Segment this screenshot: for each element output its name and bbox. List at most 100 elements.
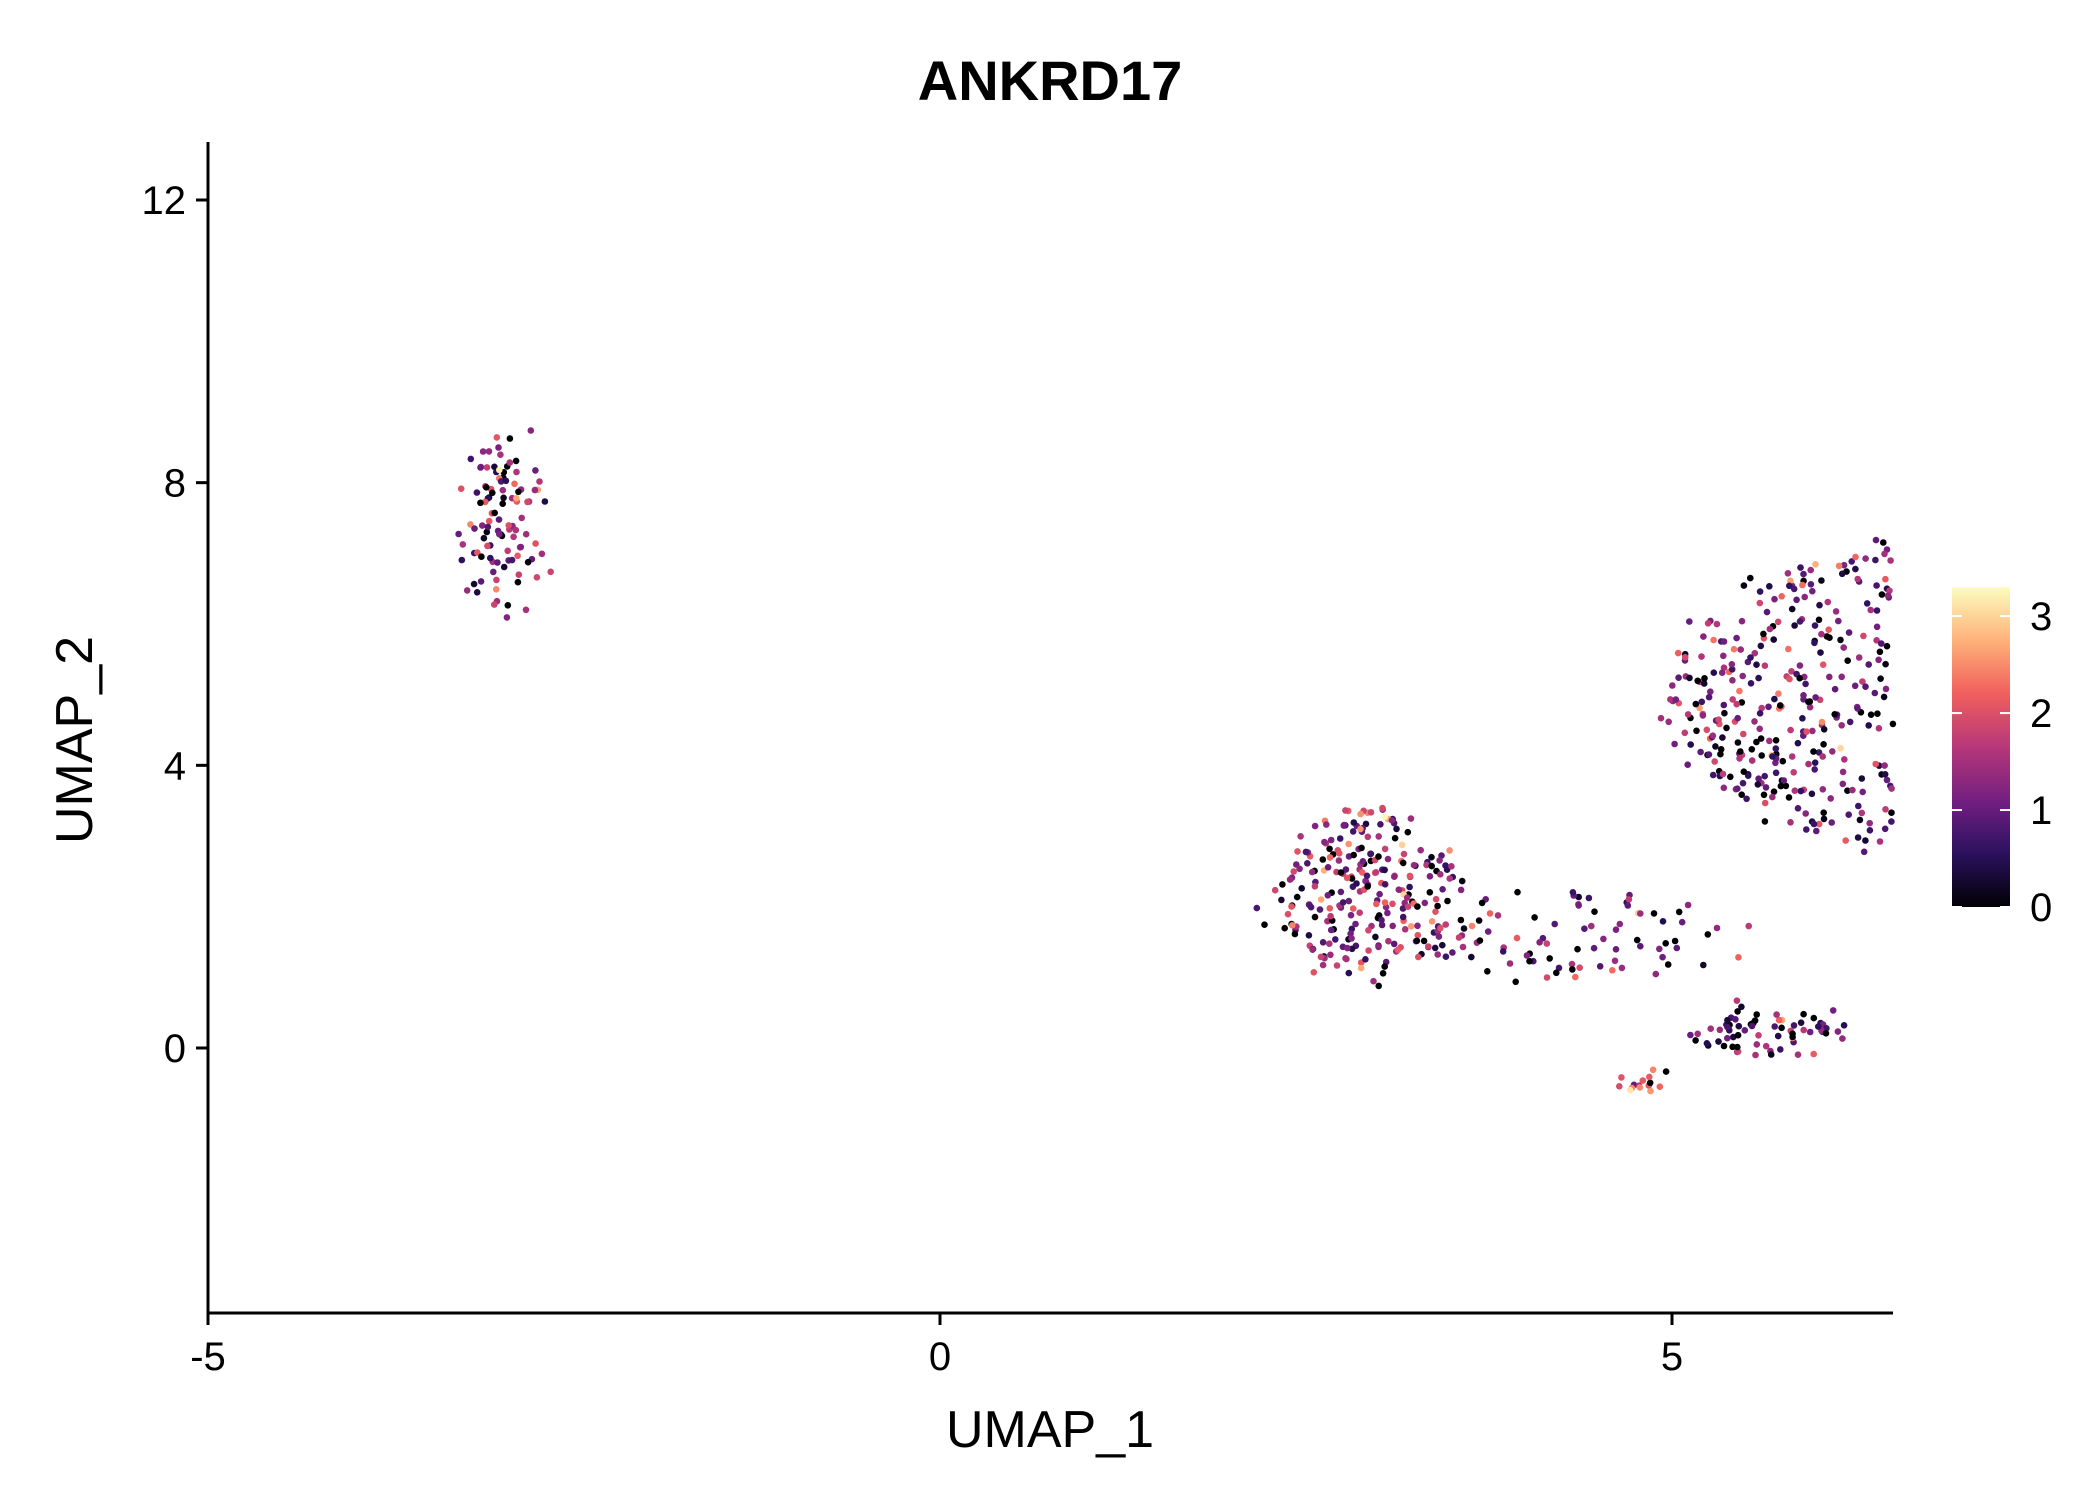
scatter-point (1414, 922, 1421, 930)
scatter-point (1813, 827, 1820, 835)
scatter-point (1760, 791, 1768, 799)
scatter-point (1765, 703, 1772, 711)
scatter-point (1335, 857, 1343, 864)
scatter-point (1825, 626, 1832, 633)
scatter-point (1748, 757, 1756, 764)
scatter-point (478, 553, 485, 560)
scatter-point (1398, 841, 1406, 849)
scatter-point (1819, 753, 1826, 760)
scatter-point (1399, 913, 1407, 921)
scatter-point (1809, 587, 1816, 595)
scatter-point (1763, 608, 1771, 616)
scatter-point (1806, 1028, 1814, 1036)
scatter-point (1844, 787, 1851, 794)
scatter-point (1426, 873, 1434, 880)
scatter-point (1860, 848, 1868, 856)
scatter-point (1669, 682, 1676, 689)
scatter-point (1407, 815, 1415, 822)
scatter-point (1772, 745, 1780, 752)
scatter-point (1858, 775, 1866, 782)
scatter-point (503, 614, 511, 621)
scatter-point (1298, 885, 1305, 892)
scatter-point (1771, 695, 1778, 703)
scatter-point (1324, 864, 1332, 871)
scatter-point (1413, 937, 1421, 945)
scatter-point (1720, 701, 1728, 709)
scatter-point (1336, 835, 1344, 842)
scatter-point (483, 528, 491, 536)
scatter-point (1616, 920, 1624, 928)
scatter-point (1551, 920, 1558, 928)
scatter-point (1832, 608, 1840, 615)
scatter-point (1319, 856, 1327, 863)
scatter-point (1678, 918, 1686, 926)
scatter-point (1324, 892, 1332, 899)
scatter-point (1760, 630, 1767, 638)
scatter-point (494, 559, 501, 566)
scatter-point (1344, 944, 1351, 952)
scatter-point (1883, 776, 1891, 784)
scatter-point (479, 448, 487, 455)
scatter-point (1819, 661, 1827, 668)
scatter-point (1733, 700, 1740, 708)
scatter-point (1394, 946, 1402, 954)
scatter-point (1437, 871, 1444, 878)
scatter-point (1657, 714, 1665, 722)
scatter-point (1686, 674, 1693, 682)
scatter-point (1646, 1079, 1654, 1087)
scatter-point (479, 522, 486, 529)
scatter-point (1811, 622, 1819, 629)
scatter-point (1672, 696, 1680, 703)
scatter-point (1286, 876, 1294, 883)
scatter-point (1327, 926, 1335, 934)
scatter-point (1348, 875, 1356, 882)
scatter-point (1484, 928, 1492, 935)
scatter-point (1284, 910, 1292, 918)
scatter-point (1356, 909, 1363, 916)
scatter-point (1372, 933, 1379, 941)
scatter-point (474, 549, 481, 556)
scatter-point (1776, 702, 1784, 709)
scatter-point (1675, 908, 1683, 916)
scatter-point (1609, 967, 1616, 974)
scatter-point (1790, 585, 1798, 593)
scatter-point (1703, 1040, 1711, 1047)
scatter-point (1775, 1016, 1783, 1024)
scatter-point (1756, 725, 1763, 733)
scatter-point (1831, 685, 1839, 693)
scatter-point (1692, 700, 1700, 708)
scatter-point (1873, 637, 1880, 644)
scatter-point (1752, 1051, 1759, 1059)
scatter-point (1459, 943, 1467, 951)
scatter-point (500, 494, 507, 502)
scatter-point (506, 435, 514, 442)
scatter-point (491, 463, 498, 471)
scatter-point (1709, 732, 1717, 739)
scatter-point (1309, 946, 1316, 953)
scatter-point (1791, 622, 1798, 629)
scatter-point (487, 554, 494, 562)
scatter-point (1624, 902, 1632, 909)
scatter-point (1797, 787, 1805, 795)
scatter-point (499, 500, 507, 508)
scatter-point (484, 542, 491, 550)
scatter-point (1794, 805, 1802, 812)
scatter-point (1720, 1042, 1728, 1050)
scatter-point (1881, 825, 1889, 833)
scatter-point (1486, 910, 1494, 917)
scatter-point (1808, 790, 1816, 798)
colorbar-ticks: 0 1 2 3 (1952, 595, 2052, 930)
scatter-point (1327, 951, 1334, 959)
scatter-point (1311, 883, 1319, 890)
scatter-point (1789, 1030, 1796, 1038)
scatter-point (1626, 1086, 1634, 1094)
scatter-point (1572, 973, 1579, 981)
scatter-point (1761, 772, 1768, 780)
scatter-point (1852, 553, 1859, 561)
scatter-point (1591, 908, 1598, 915)
scatter-point (510, 533, 517, 541)
scatter-point (533, 574, 541, 581)
scatter-point (1772, 769, 1780, 777)
scatter-point (1720, 638, 1728, 645)
scatter-point (489, 489, 496, 497)
